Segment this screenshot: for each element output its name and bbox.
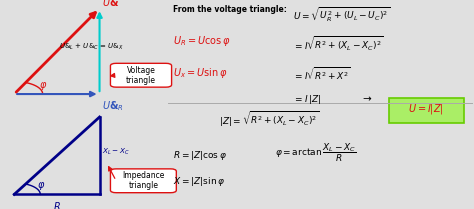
- Text: $U = I|Z|$: $U = I|Z|$: [408, 102, 444, 116]
- Text: $|Z| = \sqrt{R^2+(X_L-X_C)^2}$: $|Z| = \sqrt{R^2+(X_L-X_C)^2}$: [219, 110, 319, 129]
- Text: $\mathit{U}$&$_R$: $\mathit{U}$&$_R$: [102, 99, 124, 113]
- Text: $\varphi = \arctan\dfrac{X_L-X_C}{R}$: $\varphi = \arctan\dfrac{X_L-X_C}{R}$: [275, 142, 356, 164]
- Text: $U_R = U\cos\varphi$: $U_R = U\cos\varphi$: [173, 34, 230, 48]
- Text: $\varphi$: $\varphi$: [37, 180, 46, 192]
- Text: $= I\,|Z|$: $= I\,|Z|$: [293, 93, 321, 106]
- Text: $X_L - X_C$: $X_L - X_C$: [102, 147, 129, 157]
- FancyBboxPatch shape: [389, 98, 464, 123]
- Text: $X = |Z|\sin\varphi$: $X = |Z|\sin\varphi$: [173, 175, 225, 187]
- Text: Impedance
triangle: Impedance triangle: [122, 171, 164, 190]
- Text: $= I\sqrt{R^2+(X_L-X_C)^2}$: $= I\sqrt{R^2+(X_L-X_C)^2}$: [293, 34, 383, 53]
- Text: $\rightarrow$: $\rightarrow$: [360, 93, 373, 103]
- Text: $R$: $R$: [53, 200, 61, 209]
- FancyBboxPatch shape: [110, 63, 172, 87]
- Text: $R = |Z|\cos\varphi$: $R = |Z|\cos\varphi$: [173, 149, 227, 162]
- Text: From the voltage triangle:: From the voltage triangle:: [173, 5, 287, 14]
- Text: $U_x = U\sin\varphi$: $U_x = U\sin\varphi$: [173, 66, 228, 80]
- Text: $= I\sqrt{R^2+X^2}$: $= I\sqrt{R^2+X^2}$: [293, 66, 351, 83]
- FancyBboxPatch shape: [110, 169, 176, 193]
- Text: $\mathit{U}$&$_L$ + $\mathit{U}$&$_C$ = $\mathit{U}$&$_X$: $\mathit{U}$&$_L$ + $\mathit{U}$&$_C$ = …: [59, 42, 124, 52]
- Text: $\mathit{U}$&: $\mathit{U}$&: [102, 0, 119, 8]
- Text: $\varphi$: $\varphi$: [39, 80, 47, 92]
- Text: $U = \sqrt{U_R^{\,2}+(U_L-U_C)^2}$: $U = \sqrt{U_R^{\,2}+(U_L-U_C)^2}$: [293, 5, 390, 24]
- Text: Voltage
triangle: Voltage triangle: [126, 66, 156, 85]
